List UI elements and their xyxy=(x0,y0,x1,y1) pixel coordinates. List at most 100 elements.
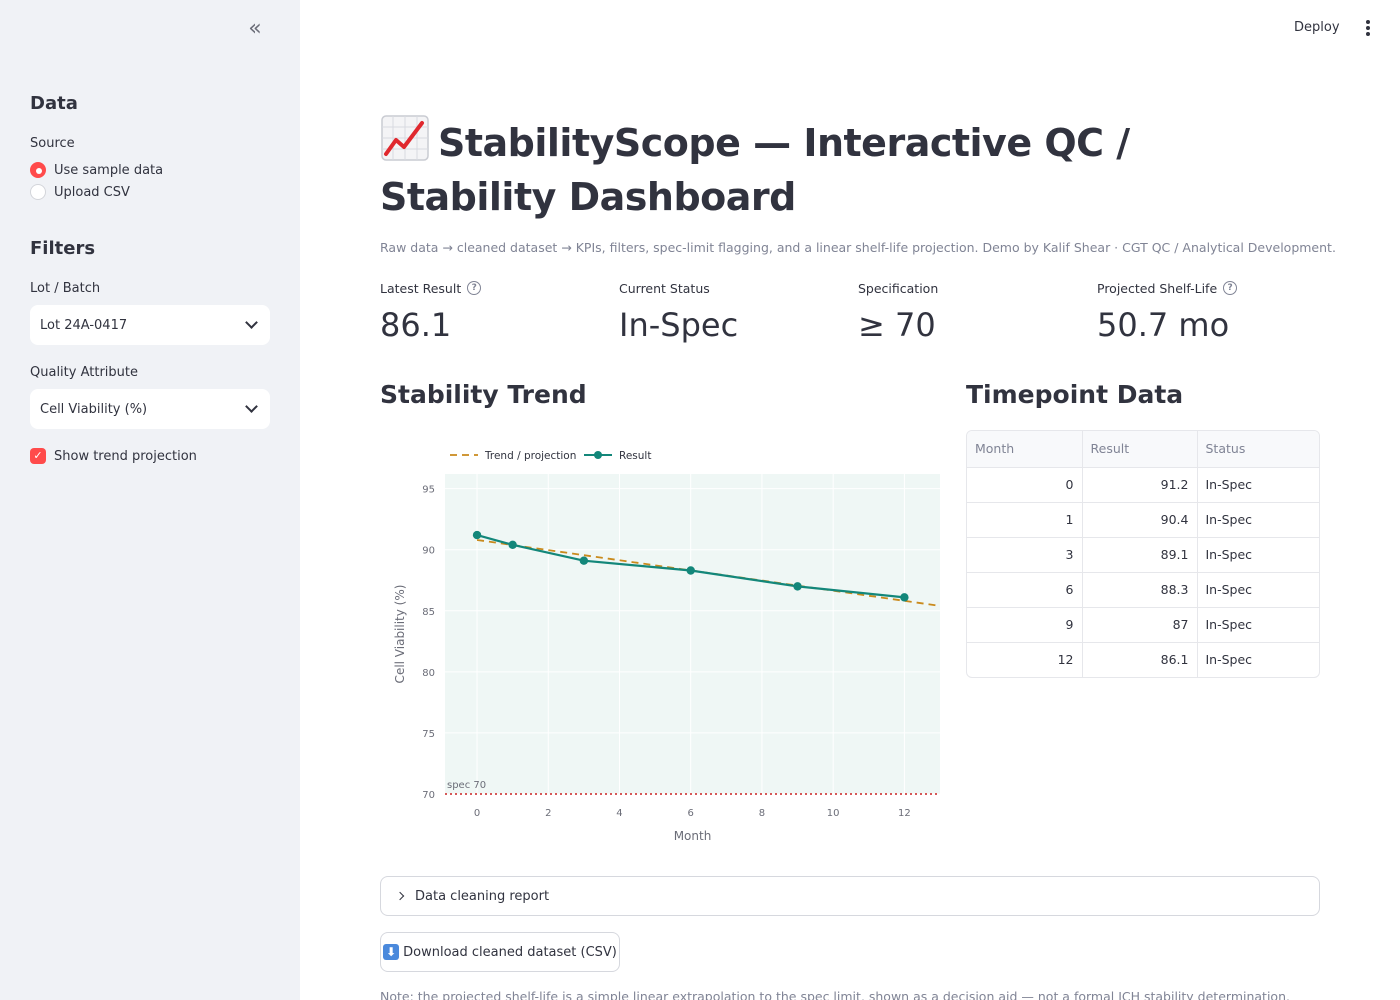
y-tick-label: 75 xyxy=(422,729,435,740)
column-header[interactable]: Status xyxy=(1197,431,1319,468)
chart-increasing-icon xyxy=(381,115,429,161)
legend-marker-result xyxy=(594,451,602,459)
x-tick-label: 10 xyxy=(827,808,840,819)
y-tick-label: 95 xyxy=(422,485,435,496)
radio-label: Use sample data xyxy=(54,162,164,178)
metric-value: 86.1 xyxy=(380,306,452,344)
table-cell: 1 xyxy=(967,502,1083,538)
x-tick-label: 8 xyxy=(759,808,765,819)
chevron-down-icon xyxy=(245,316,258,329)
result-point xyxy=(508,540,517,550)
table-cell: 86.1 xyxy=(1082,642,1198,677)
lot-label: Lot / Batch xyxy=(30,281,101,296)
table-row: 9 87 In-Spec xyxy=(967,607,1319,643)
x-axis-title: Month xyxy=(674,829,712,843)
result-line xyxy=(476,534,905,599)
table-row: 0 91.2 In-Spec xyxy=(967,467,1319,503)
timepoint-table[interactable]: Month Result Status 0 91.2 In-Spec 1 90.4 In… xyxy=(966,430,1320,678)
y-tick-label: 70 xyxy=(422,790,435,801)
column-header[interactable]: Result xyxy=(1082,431,1198,468)
help-icon[interactable]: ? xyxy=(1223,281,1238,295)
table-cell: In-Spec xyxy=(1197,467,1319,503)
metric-latest-result: Latest Result? 86.1 xyxy=(380,280,610,344)
table-cell: 89.1 xyxy=(1082,537,1198,573)
table-row: 6 88.3 In-Spec xyxy=(967,572,1319,608)
chart-heading: Stability Trend xyxy=(380,380,587,409)
x-tick-label: 4 xyxy=(616,808,622,819)
table-heading: Timepoint Data xyxy=(966,380,1184,409)
table-cell: In-Spec xyxy=(1197,607,1319,643)
radio-label: Upload CSV xyxy=(54,184,130,200)
legend-label: Result xyxy=(619,450,651,462)
checkmark-icon[interactable]: ✓ xyxy=(30,448,46,464)
radio-use-sample-data[interactable]: Use sample data xyxy=(30,162,163,178)
table-cell: In-Spec xyxy=(1197,537,1319,573)
table-cell: 9 xyxy=(967,607,1083,643)
table-row: 1 90.4 In-Spec xyxy=(967,502,1319,538)
attribute-select[interactable]: Cell Viability (%) xyxy=(30,389,270,429)
page-title-text: StabilityScope — Interactive QC / Stabil… xyxy=(380,121,1130,219)
metric-current-status: Current Status In-Spec xyxy=(619,280,849,345)
table-cell: 91.2 xyxy=(1082,467,1198,503)
radio-selected-icon[interactable] xyxy=(30,162,46,178)
x-tick-label: 0 xyxy=(474,808,480,819)
checkbox-label: Show trend projection xyxy=(54,448,197,464)
result-point xyxy=(472,530,482,540)
deploy-button[interactable]: Deploy xyxy=(1294,20,1340,35)
trend-projection-checkbox[interactable]: ✓ Show trend projection xyxy=(30,448,197,464)
lot-select-value: Lot 24A-0417 xyxy=(40,317,128,333)
table-row: 12 86.1 In-Spec xyxy=(967,642,1319,677)
metric-value: ≥ 70 xyxy=(858,306,936,344)
metric-projected-shelf-life: Projected Shelf-Life? 50.7 mo xyxy=(1097,280,1327,344)
download-csv-button[interactable]: ⬇ Download cleaned dataset (CSV) xyxy=(380,932,620,972)
legend-label: Trend / projection xyxy=(484,450,576,462)
table-cell: 6 xyxy=(967,572,1083,608)
radio-unselected-icon[interactable] xyxy=(30,184,46,200)
chart-svg[interactable]: 70 75 80 85 90 95 0 2 4 6 8 10 12 Month Cell Viability… xyxy=(380,436,950,856)
download-arrow-icon: ⬇ xyxy=(383,944,400,960)
table-cell: In-Spec xyxy=(1197,502,1319,538)
column-header[interactable]: Month xyxy=(967,431,1083,468)
metric-label: Projected Shelf-Life xyxy=(1097,280,1218,296)
y-tick-label: 85 xyxy=(422,607,435,618)
table-cell: 87 xyxy=(1082,607,1198,643)
stability-trend-chart[interactable]: 70 75 80 85 90 95 0 2 4 6 8 10 12 Month Cell Viability… xyxy=(380,436,950,856)
help-icon[interactable]: ? xyxy=(467,281,482,295)
page-caption: Raw data → cleaned dataset → KPIs, filte… xyxy=(380,240,1336,255)
more-options-icon[interactable] xyxy=(1362,19,1374,39)
metric-specification: Specification ≥ 70 xyxy=(858,280,1088,345)
metric-value: In-Spec xyxy=(619,306,739,344)
download-label: Download cleaned dataset (CSV) xyxy=(403,944,617,960)
attribute-select-value: Cell Viability (%) xyxy=(40,401,148,417)
sidebar: « Data Source Use sample data Upload CSV… xyxy=(0,0,300,1000)
filters-heading: Filters xyxy=(30,238,96,259)
x-tick-label: 6 xyxy=(688,808,694,819)
metric-label: Specification xyxy=(858,280,939,296)
attribute-label: Quality Attribute xyxy=(30,365,138,380)
spec-limit-label: spec 70 xyxy=(447,780,486,791)
lot-select[interactable]: Lot 24A-0417 xyxy=(30,305,270,345)
table-cell: 0 xyxy=(967,467,1083,503)
metric-value: 50.7 mo xyxy=(1097,306,1230,344)
table-cell: 88.3 xyxy=(1082,572,1198,608)
x-tick-label: 2 xyxy=(545,808,551,819)
collapse-sidebar-icon[interactable]: « xyxy=(248,16,262,41)
y-tick-label: 80 xyxy=(422,668,435,679)
table-cell: 3 xyxy=(967,537,1083,573)
table-header-row: Month Result Status xyxy=(967,431,1319,468)
table-row: 3 89.1 In-Spec xyxy=(967,537,1319,573)
radio-upload-csv[interactable]: Upload CSV xyxy=(30,184,130,200)
result-point xyxy=(900,593,909,602)
result-point xyxy=(686,566,695,575)
source-label: Source xyxy=(30,136,75,151)
plot-area xyxy=(445,474,940,794)
table-cell: 90.4 xyxy=(1082,502,1198,538)
metric-label: Current Status xyxy=(619,280,710,296)
data-cleaning-expander[interactable]: Data cleaning report xyxy=(380,876,1320,916)
result-point xyxy=(793,582,802,591)
data-heading: Data xyxy=(30,93,78,114)
chevron-right-icon xyxy=(395,891,405,901)
result-point xyxy=(579,556,589,565)
y-axis-title: Cell Viability (%) xyxy=(393,585,407,684)
table-cell: 12 xyxy=(967,642,1083,677)
